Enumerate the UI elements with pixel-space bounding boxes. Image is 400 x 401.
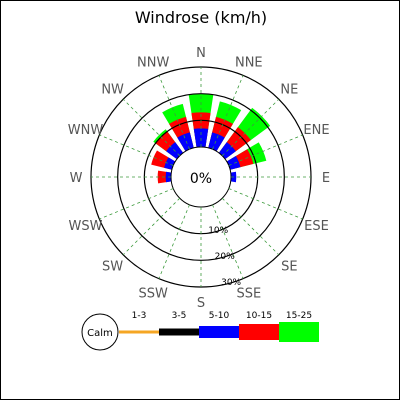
percent-label-30: 30%: [221, 278, 241, 288]
spoke-sw: [122, 197, 181, 256]
legend-swatch-3-5: [159, 328, 199, 336]
direction-label-n: N: [196, 46, 206, 61]
spoke-ssw: [158, 204, 190, 279]
direction-label-w: W: [70, 171, 83, 186]
legend-swatch-5-10: [199, 326, 239, 338]
percent-label-10: 10%: [208, 226, 228, 236]
legend-swatch-10-15: [239, 324, 279, 340]
spoke-wnw: [99, 134, 174, 166]
legend-label-1-3: 1-3: [132, 311, 147, 321]
legend-label-10-15: 10-15: [246, 311, 272, 321]
spoke-wsw: [99, 188, 174, 220]
direction-label-nne: NNE: [235, 56, 263, 71]
legend-label-5-10: 5-10: [209, 311, 230, 321]
spoke-ese: [228, 188, 303, 220]
spoke-nw: [122, 98, 181, 157]
legend-label-3-5: 3-5: [172, 311, 187, 321]
direction-label-ne: NE: [280, 83, 298, 98]
legend: Calm 1-3 3-5 5-10 10-15 15-25: [81, 311, 319, 351]
spoke-ene: [228, 134, 303, 166]
bars-layer: [151, 93, 271, 184]
bar-ene-5-10: [226, 156, 241, 170]
direction-label-nw: NW: [101, 83, 124, 98]
direction-label-nnw: NNW: [137, 56, 169, 71]
calm-circle: [81, 313, 119, 351]
percent-labels: 10% 20% 30%: [208, 226, 241, 288]
percent-label-20: 20%: [215, 252, 235, 262]
direction-label-sw: SW: [102, 259, 123, 274]
direction-label-wsw: WSW: [69, 219, 103, 234]
direction-label-s: S: [197, 296, 205, 311]
spoke-sse: [212, 204, 244, 279]
direction-label-se: SE: [281, 259, 297, 274]
legend-swatch-1-3: [119, 330, 159, 334]
legend-label-15-25: 15-25: [286, 311, 312, 321]
ring-20: [117, 93, 285, 261]
direction-label-ene: ENE: [303, 123, 329, 138]
center-label: 0%: [190, 171, 212, 187]
direction-label-ssw: SSW: [138, 286, 168, 301]
legend-swatch-15-25: [279, 322, 319, 342]
bar-nnw-5-10: [177, 132, 194, 152]
spoke-nnw: [158, 75, 190, 150]
spoke-se: [221, 197, 280, 256]
direction-label-ese: ESE: [304, 219, 329, 234]
spoke-ne: [221, 98, 280, 157]
spokes-layer: [91, 67, 311, 287]
bar-n-5-10: [193, 128, 209, 148]
direction-label-sse: SSE: [236, 286, 261, 301]
direction-labels: N NNE NE ENE E ESE SE SSE S SSW SW WSW W WNW NW NNW: [68, 46, 330, 311]
direction-label-e: E: [322, 171, 330, 186]
bar-nne-5-10: [208, 132, 225, 152]
calm-label: Calm: [87, 328, 113, 339]
spoke-nne: [212, 75, 244, 150]
direction-label-wnw: WNW: [68, 123, 104, 138]
chart-title: Windrose (km/h): [135, 8, 267, 27]
